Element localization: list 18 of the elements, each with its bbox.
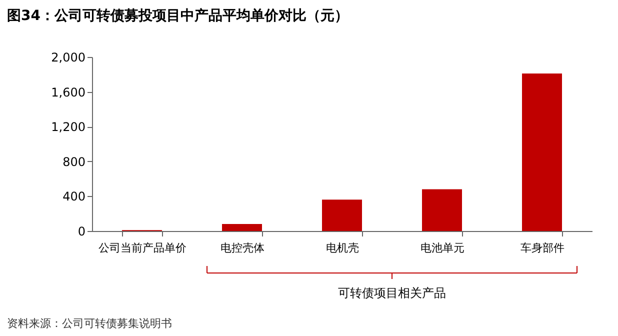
x-tick-label: 电池单元	[420, 242, 464, 254]
bar	[422, 189, 462, 231]
bar	[522, 74, 562, 231]
y-tick-label: 800	[62, 154, 86, 169]
y-tick-label: 1,600	[51, 85, 86, 100]
x-tick-label: 公司当前产品单价	[98, 242, 186, 254]
chart-title: 图34：公司可转债募投项目中产品平均单价对比（元）	[7, 7, 348, 24]
y-tick-label: 2,000	[51, 50, 86, 64]
bar	[322, 200, 362, 231]
x-tick-label: 电控壳体	[220, 242, 264, 254]
y-tick-label: 400	[62, 190, 86, 204]
y-tick-label: 1,200	[51, 120, 86, 134]
x-tick-label: 电机壳	[326, 242, 359, 254]
text: 资料来源：公司可转债募集说明书	[7, 317, 172, 330]
text: 可转债项目相关产品	[338, 286, 446, 300]
x-tick-label: 车身部件	[520, 242, 564, 254]
bar	[222, 224, 262, 231]
y-tick-label: 0	[78, 224, 86, 238]
